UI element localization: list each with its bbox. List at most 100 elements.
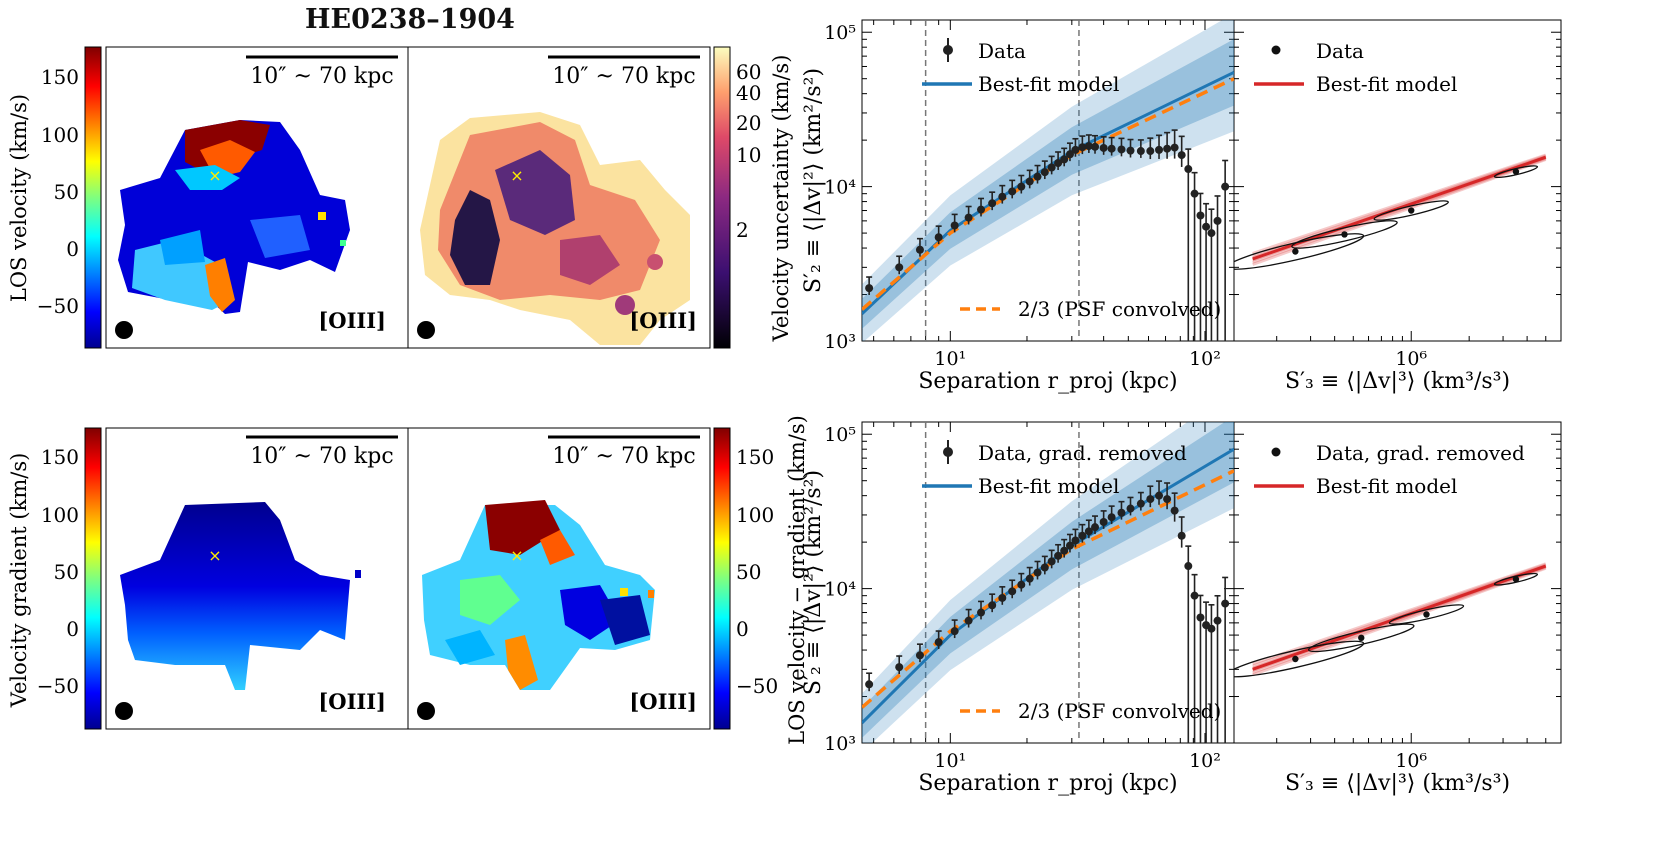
data-point <box>1065 541 1074 550</box>
data-point <box>1177 531 1186 540</box>
data-point <box>1170 143 1179 152</box>
data-point <box>977 205 986 214</box>
sf-plot-area-2 <box>862 422 1234 743</box>
data-point <box>1033 568 1042 577</box>
s3-error-ellipse <box>1291 220 1398 249</box>
colorbar-velocity-uncertainty <box>713 46 731 349</box>
data-point <box>1213 216 1222 225</box>
sf-row-2: 10⁵ 10⁴ 10³ 10¹ 10² 10⁶ Separation r_proj (kpc… <box>801 421 1562 796</box>
colorbar-ticks-3: 150 100 50 0 −50 <box>37 445 79 698</box>
colorbar-3-label: Velocity gradient (km/s) <box>7 453 31 709</box>
data-point <box>1117 508 1126 517</box>
legend-s3-data-label: Data, grad. removed <box>1316 441 1525 465</box>
s3-data-point <box>1423 611 1430 618</box>
legend-data-label: Data, grad. removed <box>978 441 1187 465</box>
sf-row-1: 10⁵ 10⁴ 10³ 10¹ 10² 10⁶ Separation r_proj (kpc… <box>801 19 1562 394</box>
sf-xlabel: Separation r_proj (kpc) <box>918 369 1177 394</box>
legend-data-marker <box>943 45 953 55</box>
xtick-label: 10¹ <box>934 348 966 370</box>
sf-xlabel: Separation r_proj (kpc) <box>918 771 1177 796</box>
s3-plot-area-1 <box>1234 153 1547 270</box>
colorbar-los-velocity <box>84 46 102 349</box>
cbar2-tick-4: 2 <box>736 218 749 242</box>
colorbar-4-label: LOS velocity − gradient (km/s) <box>785 415 809 745</box>
psf-dot-4 <box>417 702 435 720</box>
data-point <box>1091 523 1100 532</box>
psf-dot-3 <box>115 702 133 720</box>
s3-data-point <box>1358 634 1365 642</box>
data-point <box>1155 491 1164 500</box>
legend-s3-data-marker <box>1271 45 1281 55</box>
data-point <box>1033 172 1042 181</box>
velocity-gradient-map: × <box>120 502 361 690</box>
colorbar-ticks-2: 60 40 20 10 2 <box>736 60 761 242</box>
cbar3-tick-0: 150 <box>41 445 79 469</box>
data-point <box>1117 145 1126 154</box>
s3-error-ellipse <box>1234 640 1365 678</box>
data-point <box>1078 531 1087 540</box>
legend-psf-label: 2/3 (PSF convolved) <box>1018 297 1221 321</box>
s3-model-spread <box>1252 562 1547 666</box>
ytick-label: 10⁴ <box>824 579 856 601</box>
data-point <box>1190 591 1199 600</box>
data-point <box>1213 616 1222 625</box>
colorbar-1-label: LOS velocity (km/s) <box>7 94 31 302</box>
legend-psf-label: 2/3 (PSF convolved) <box>1018 699 1221 723</box>
cbar2-tick-2: 20 <box>736 111 761 135</box>
data-point <box>1190 189 1199 198</box>
ytick-label: 10⁴ <box>824 177 856 199</box>
s3-data-point <box>1408 207 1415 214</box>
data-point <box>1054 159 1063 168</box>
cbar4-tick-1: 100 <box>736 503 774 527</box>
data-point <box>1177 151 1186 160</box>
s3-error-ellipse <box>1373 200 1449 221</box>
data-point <box>1163 495 1172 504</box>
legend-s3-model-label: Best-fit model <box>1316 72 1457 96</box>
cbar1-tick-0: 150 <box>41 65 79 89</box>
ytick-label: 10⁵ <box>824 22 856 44</box>
s3-data-point <box>1512 576 1520 583</box>
data-point <box>1065 150 1074 159</box>
psf-line <box>862 77 1234 311</box>
s3-data-point <box>1292 655 1299 663</box>
legend-data-marker <box>943 447 953 457</box>
colorbar-los-minus-gradient <box>713 427 731 730</box>
data-point <box>1146 147 1155 156</box>
structure-function-plots: 10⁵ 10⁴ 10³ 10¹ 10² 10⁶ Separation r_proj (kpc… <box>801 19 1562 796</box>
cbar2-tick-3: 10 <box>736 143 761 167</box>
data-point <box>1136 147 1145 156</box>
map-row-1: 150 100 50 0 −50 LOS velocity (km/s) × 1… <box>7 46 793 349</box>
velocity-uncertainty-map: × <box>420 112 690 345</box>
scalebar-label-4: 10″ ~ 70 kpc <box>552 444 695 469</box>
data-point <box>977 608 986 617</box>
line-label-3: [OIII] <box>318 689 386 714</box>
data-point <box>1126 504 1135 513</box>
s3-xtick-label: 10⁶ <box>1395 348 1427 370</box>
data-point <box>1017 182 1026 191</box>
sf-plot-area-1 <box>862 20 1234 341</box>
data-point <box>1078 143 1087 152</box>
psf-dot-1 <box>115 321 133 339</box>
cbar4-tick-4: −50 <box>736 674 778 698</box>
cbar1-tick-1: 100 <box>41 123 79 147</box>
cbar3-tick-3: 0 <box>66 617 79 641</box>
data-point <box>1099 143 1108 152</box>
cbar1-tick-2: 50 <box>54 180 79 204</box>
data-point <box>988 199 997 208</box>
s3-xtick-label: 10⁶ <box>1395 750 1427 772</box>
data-point <box>1008 187 1017 196</box>
colorbar-ticks-1: 150 100 50 0 −50 <box>37 65 79 318</box>
data-point <box>998 593 1007 602</box>
ytick-label: 10⁵ <box>824 424 856 446</box>
s3-axes-1 <box>1233 19 1562 342</box>
data-point <box>964 213 973 222</box>
data-point <box>1146 495 1155 504</box>
legend-s3-data-marker <box>1271 447 1281 457</box>
data-point <box>1025 574 1034 583</box>
s3-error-ellipse <box>1307 623 1415 653</box>
data-point <box>1017 580 1026 589</box>
data-point <box>988 601 997 610</box>
s3-plot-area-2 <box>1234 562 1547 678</box>
data-point <box>1091 142 1100 151</box>
